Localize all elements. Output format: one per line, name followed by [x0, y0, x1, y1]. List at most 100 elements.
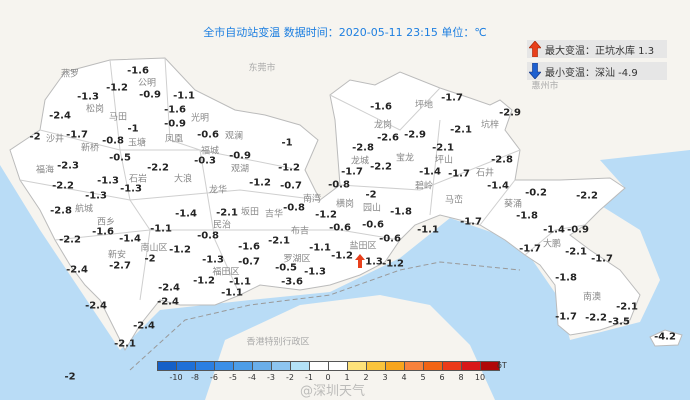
place-label: 马峦	[444, 195, 464, 206]
place-label: 燕罗	[60, 69, 80, 80]
station-value: -1.8	[390, 206, 412, 218]
place-label: 园山	[362, 203, 382, 214]
legend-swatch	[177, 362, 196, 370]
place-label: 罗湖区	[283, 254, 311, 265]
legend-swatch	[196, 362, 215, 370]
place-label: 民治	[212, 220, 232, 231]
station-value: -1.7	[66, 129, 88, 141]
station-value: -1.6	[238, 241, 260, 253]
station-value: -2.8	[50, 205, 72, 217]
station-value: -2.1	[216, 207, 238, 219]
station-value: -0.7	[238, 256, 260, 268]
legend-swatch	[253, 362, 272, 370]
region-label: 惠州市	[531, 81, 559, 92]
station-value: -2.4	[158, 282, 180, 294]
station-value: -1.2	[331, 250, 353, 262]
station-value: -2.2	[52, 180, 74, 192]
station-value: -2.4	[49, 110, 71, 122]
place-label: 龙华	[208, 185, 228, 196]
station-value: -2.4	[66, 264, 88, 276]
station-value: -0.6	[379, 233, 401, 245]
station-value: -1.1	[417, 224, 439, 236]
station-value: -2.2	[576, 190, 598, 202]
station-value: -1.4	[543, 224, 565, 236]
station-value: -2.7	[109, 260, 131, 272]
station-value: -1.2	[106, 82, 128, 94]
legend-swatch	[291, 362, 310, 370]
place-label: 碧岭	[414, 181, 434, 192]
station-value: -0.8	[197, 230, 219, 242]
legend-swatch	[215, 362, 234, 370]
legend-swatch	[158, 362, 177, 370]
station-value: -0.8	[102, 135, 124, 147]
legend-tick: 4	[401, 373, 407, 382]
place-label: 盐田区	[349, 241, 377, 252]
station-value: -2.1	[268, 235, 290, 247]
legend-tick: -10	[169, 373, 183, 382]
station-value: -1.1	[221, 287, 243, 299]
station-value: -1.6	[92, 226, 114, 238]
legend-tick: 6	[439, 373, 445, 382]
station-value: -2	[64, 371, 76, 383]
station-value: -1.1	[173, 90, 195, 102]
station-value: -0.9	[139, 89, 161, 101]
station-value: -3.6	[281, 276, 303, 288]
station-value: -0.5	[275, 262, 297, 274]
station-value: -1.2	[315, 209, 337, 221]
district-boundaries	[19, 57, 586, 301]
station-value: -2.1	[114, 338, 136, 350]
place-label: 新安	[107, 250, 127, 261]
legend-tick: 1	[344, 373, 350, 382]
legend-tick: 0	[325, 373, 331, 382]
legend-label: δT	[497, 361, 507, 370]
station-value: -0.2	[525, 187, 547, 199]
place-label: 宝龙	[395, 153, 415, 164]
legend-ticks: -10 -8 -6 -5 -4 -3 -2 -1 0 1 2 3 4 5 6 8 10	[157, 373, 487, 385]
station-value: -1.1	[309, 242, 331, 254]
map-title: 全市自动站变温 数据时间：2020-05-11 23:15 单位：℃	[203, 26, 487, 39]
station-value: -1.7	[448, 168, 470, 180]
place-label: 葵涌	[503, 199, 523, 210]
station-value: -2.4	[133, 320, 155, 332]
place-label: 西乡	[96, 217, 116, 228]
station-value: -1.1	[229, 276, 251, 288]
legend-swatch	[386, 362, 405, 370]
station-value: -2.1	[432, 142, 454, 154]
station-value: -1.7	[341, 166, 363, 178]
watermark: @深圳天气	[300, 384, 366, 399]
station-value: -4.2	[654, 331, 676, 343]
legend-swatch	[329, 362, 348, 370]
place-label: 布吉	[290, 226, 310, 237]
place-label: 南澳	[582, 292, 602, 303]
station-value: -0.6	[197, 129, 219, 141]
legend-tick: -4	[248, 373, 256, 382]
station-value: 1.3	[365, 256, 383, 268]
station-value: -1.7	[519, 243, 541, 255]
station-value: -1.3	[120, 183, 142, 195]
legend-swatch	[234, 362, 253, 370]
station-value: -2.9	[404, 129, 426, 141]
station-value: -0.9	[229, 150, 251, 162]
station-value: -0.9	[164, 118, 186, 130]
station-value: -1.3	[97, 175, 119, 187]
legend-tick: -6	[210, 373, 218, 382]
station-value: -2.1	[565, 246, 587, 258]
station-value: -1.8	[555, 272, 577, 284]
legend-tick: -5	[229, 373, 237, 382]
legend-swatch	[272, 362, 291, 370]
station-value: -1.2	[382, 258, 404, 270]
legend-tick: 3	[382, 373, 388, 382]
station-value: -3.5	[608, 316, 630, 328]
station-value: -1.3	[202, 254, 224, 266]
station-value: -1.3	[304, 266, 326, 278]
station-value: -1.2	[193, 275, 215, 287]
place-label: 龙岗	[373, 120, 393, 131]
station-value: -2.4	[157, 296, 179, 308]
place-label: 光明	[190, 113, 210, 124]
place-label: 南山区	[140, 243, 168, 254]
station-value: -0.3	[194, 155, 216, 167]
legend-swatch	[424, 362, 443, 370]
place-label: 观澜	[224, 131, 244, 142]
station-value: -1.4	[487, 180, 509, 192]
